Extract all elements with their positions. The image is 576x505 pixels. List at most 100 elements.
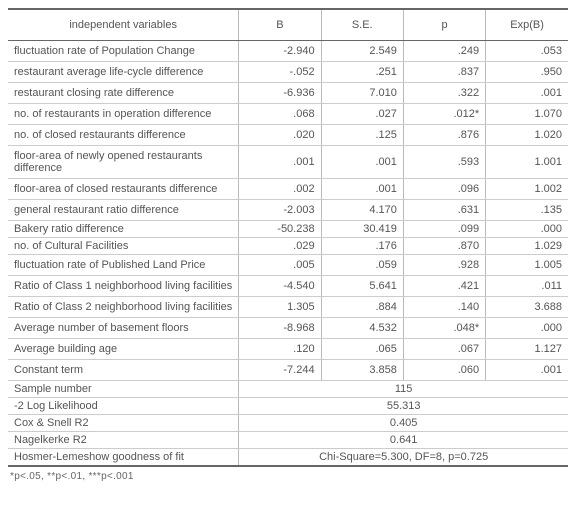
table-row: floor-area of newly opened restaurants d…: [8, 146, 568, 179]
cell-b: -4.540: [239, 276, 321, 297]
cell-exp: .053: [486, 41, 568, 62]
cell-exp: .000: [486, 318, 568, 339]
table-row: no. of restaurants in operation differen…: [8, 104, 568, 125]
cell-exp: .135: [486, 200, 568, 221]
cell-p: .096: [403, 179, 485, 200]
summary-row: Hosmer-Lemeshow goodness of fitChi-Squar…: [8, 449, 568, 467]
table-row: Bakery ratio difference-50.23830.419.099…: [8, 221, 568, 238]
cell-var: no. of Cultural Facilities: [8, 238, 239, 255]
table-row: no. of closed restaurants difference.020…: [8, 125, 568, 146]
cell-b: 1.305: [239, 297, 321, 318]
cell-p: .060: [403, 360, 485, 381]
cell-se: .027: [321, 104, 403, 125]
col-header-se: S.E.: [321, 9, 403, 41]
cell-b: -2.003: [239, 200, 321, 221]
cell-se: 5.641: [321, 276, 403, 297]
cell-b: .120: [239, 339, 321, 360]
footnote: *p<.05, **p<.01, ***p<.001: [8, 467, 568, 482]
cell-var: Constant term: [8, 360, 239, 381]
cell-p: .928: [403, 255, 485, 276]
cell-p: .837: [403, 62, 485, 83]
cell-var: Bakery ratio difference: [8, 221, 239, 238]
table-row: Constant term-7.2443.858.060.001: [8, 360, 568, 381]
table-row: restaurant average life-cycle difference…: [8, 62, 568, 83]
cell-exp: 1.070: [486, 104, 568, 125]
col-header-exp: Exp(B): [486, 9, 568, 41]
summary-row: Nagelkerke R20.641: [8, 432, 568, 449]
cell-se: 4.170: [321, 200, 403, 221]
summary-row: Cox & Snell R20.405: [8, 415, 568, 432]
cell-se: 30.419: [321, 221, 403, 238]
cell-p: .067: [403, 339, 485, 360]
cell-p: .322: [403, 83, 485, 104]
cell-se: .176: [321, 238, 403, 255]
table-row: Ratio of Class 1 neighborhood living fac…: [8, 276, 568, 297]
table-row: Ratio of Class 2 neighborhood living fac…: [8, 297, 568, 318]
cell-se: 2.549: [321, 41, 403, 62]
cell-var: Ratio of Class 2 neighborhood living fac…: [8, 297, 239, 318]
table-row: Average building age.120.065.0671.127: [8, 339, 568, 360]
cell-se: 7.010: [321, 83, 403, 104]
table-row: restaurant closing rate difference-6.936…: [8, 83, 568, 104]
cell-p: .140: [403, 297, 485, 318]
cell-se: .884: [321, 297, 403, 318]
cell-b: .029: [239, 238, 321, 255]
summary-value: 115: [239, 381, 568, 398]
cell-se: 4.532: [321, 318, 403, 339]
table-row: general restaurant ratio difference-2.00…: [8, 200, 568, 221]
cell-b: -2.940: [239, 41, 321, 62]
summary-value: 0.641: [239, 432, 568, 449]
cell-b: -8.968: [239, 318, 321, 339]
summary-label: Sample number: [8, 381, 239, 398]
cell-var: restaurant closing rate difference: [8, 83, 239, 104]
cell-var: fluctuation rate of Published Land Price: [8, 255, 239, 276]
cell-se: .001: [321, 179, 403, 200]
summary-label: Hosmer-Lemeshow goodness of fit: [8, 449, 239, 467]
cell-se: .001: [321, 146, 403, 179]
cell-p: .631: [403, 200, 485, 221]
table-row: fluctuation rate of Published Land Price…: [8, 255, 568, 276]
cell-exp: .000: [486, 221, 568, 238]
cell-se: .059: [321, 255, 403, 276]
cell-p: .048*: [403, 318, 485, 339]
regression-table: independent variables B S.E. p Exp(B) fl…: [8, 8, 568, 467]
cell-b: .068: [239, 104, 321, 125]
cell-p: .012*: [403, 104, 485, 125]
summary-row: -2 Log Likelihood55.313: [8, 398, 568, 415]
table-row: fluctuation rate of Population Change-2.…: [8, 41, 568, 62]
table-row: Average number of basement floors-8.9684…: [8, 318, 568, 339]
cell-p: .870: [403, 238, 485, 255]
cell-b: -6.936: [239, 83, 321, 104]
cell-exp: 1.029: [486, 238, 568, 255]
summary-value: 55.313: [239, 398, 568, 415]
cell-var: floor-area of closed restaurants differe…: [8, 179, 239, 200]
cell-var: restaurant average life-cycle difference: [8, 62, 239, 83]
cell-var: no. of closed restaurants difference: [8, 125, 239, 146]
cell-se: 3.858: [321, 360, 403, 381]
cell-se: .065: [321, 339, 403, 360]
cell-var: fluctuation rate of Population Change: [8, 41, 239, 62]
cell-p: .593: [403, 146, 485, 179]
cell-var: floor-area of newly opened restaurants d…: [8, 146, 239, 179]
table-row: no. of Cultural Facilities.029.176.8701.…: [8, 238, 568, 255]
summary-value: Chi-Square=5.300, DF=8, p=0.725: [239, 449, 568, 467]
cell-exp: 1.127: [486, 339, 568, 360]
cell-var: general restaurant ratio difference: [8, 200, 239, 221]
cell-exp: .950: [486, 62, 568, 83]
cell-p: .876: [403, 125, 485, 146]
cell-b: .002: [239, 179, 321, 200]
cell-p: .249: [403, 41, 485, 62]
cell-exp: 3.688: [486, 297, 568, 318]
summary-label: Cox & Snell R2: [8, 415, 239, 432]
cell-exp: .011: [486, 276, 568, 297]
cell-b: -7.244: [239, 360, 321, 381]
cell-se: .251: [321, 62, 403, 83]
col-header-var: independent variables: [8, 9, 239, 41]
summary-label: Nagelkerke R2: [8, 432, 239, 449]
cell-var: Average number of basement floors: [8, 318, 239, 339]
cell-b: .005: [239, 255, 321, 276]
cell-exp: 1.005: [486, 255, 568, 276]
cell-exp: .001: [486, 360, 568, 381]
cell-p: .421: [403, 276, 485, 297]
cell-b: .020: [239, 125, 321, 146]
